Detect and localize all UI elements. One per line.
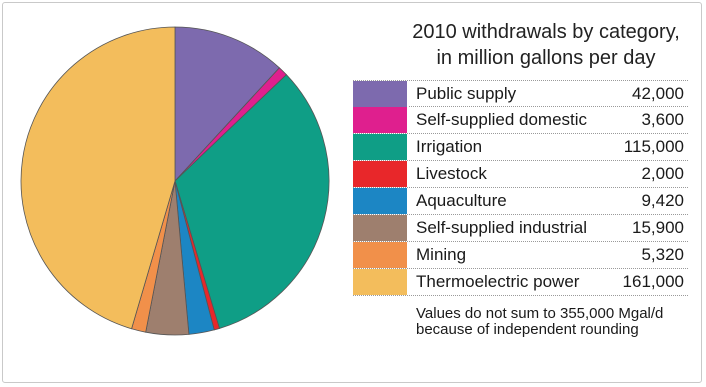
legend-value-self-supplied-industrial: 15,900 <box>632 218 684 237</box>
legend-row-livestock: Livestock 2,000 <box>353 161 688 188</box>
pie-chart <box>20 26 330 336</box>
legend-value-public-supply: 42,000 <box>632 84 684 103</box>
legend-row-aquaculture: Aquaculture 9,420 <box>353 188 688 215</box>
legend-swatch-public-supply <box>353 81 408 107</box>
legend-value-livestock: 2,000 <box>641 164 684 183</box>
legend-row-public-supply: Public supply 42,000 <box>353 80 688 107</box>
legend-label-self-supplied-domestic: Self-supplied domestic <box>416 110 588 129</box>
legend-swatch-livestock <box>353 161 408 187</box>
pie-slice-irrigation <box>174 74 330 329</box>
chart-title: 2010 withdrawals by category, in million… <box>387 19 705 71</box>
legend-swatch-irrigation <box>353 134 408 160</box>
chart-frame: 2010 withdrawals by category, in million… <box>2 2 702 383</box>
legend-label-livestock: Livestock <box>416 164 487 183</box>
footnote: Values do not sum to 355,000 Mgal/d beca… <box>416 305 664 338</box>
legend-row-self-supplied-domestic: Self-supplied domestic 3,600 <box>353 107 688 134</box>
legend-value-aquaculture: 9,420 <box>641 191 684 210</box>
legend-row-irrigation: Irrigation 115,000 <box>353 134 688 161</box>
legend-label-public-supply: Public supply <box>416 84 517 103</box>
legend-label-self-supplied-industrial: Self-supplied industrial <box>416 218 588 237</box>
legend-swatch-mining <box>353 242 408 268</box>
legend-value-mining: 5,320 <box>641 245 684 264</box>
legend-value-thermoelectric-power: 161,000 <box>622 272 684 291</box>
pie-slice-thermoelectric-power <box>20 26 176 330</box>
legend-label-irrigation: Irrigation <box>416 137 483 156</box>
chart-title-line-2: in million gallons per day <box>436 47 656 69</box>
legend-value-self-supplied-domestic: 3,600 <box>641 110 684 129</box>
legend-row-mining: Mining 5,320 <box>353 242 688 269</box>
legend-swatch-self-supplied-domestic <box>353 107 408 133</box>
pie-slice-public-supply <box>174 26 280 183</box>
legend-label-aquaculture: Aquaculture <box>416 191 507 210</box>
chart-title-line-1: 2010 withdrawals by category, <box>412 21 680 43</box>
legend-row-self-supplied-industrial: Self-supplied industrial 15,900 <box>353 215 688 242</box>
legend-value-irrigation: 115,000 <box>623 137 684 156</box>
legend-label-thermoelectric-power: Thermoelectric power <box>416 272 580 291</box>
legend-swatch-thermoelectric-power <box>353 269 408 295</box>
legend-row-thermoelectric-power: Thermoelectric power 161,000 <box>353 269 688 296</box>
legend: Public supply 42,000 Self-supplied domesti… <box>353 80 688 296</box>
legend-label-mining: Mining <box>416 245 467 264</box>
legend-swatch-self-supplied-industrial <box>353 215 408 241</box>
legend-swatch-aquaculture <box>353 188 408 214</box>
